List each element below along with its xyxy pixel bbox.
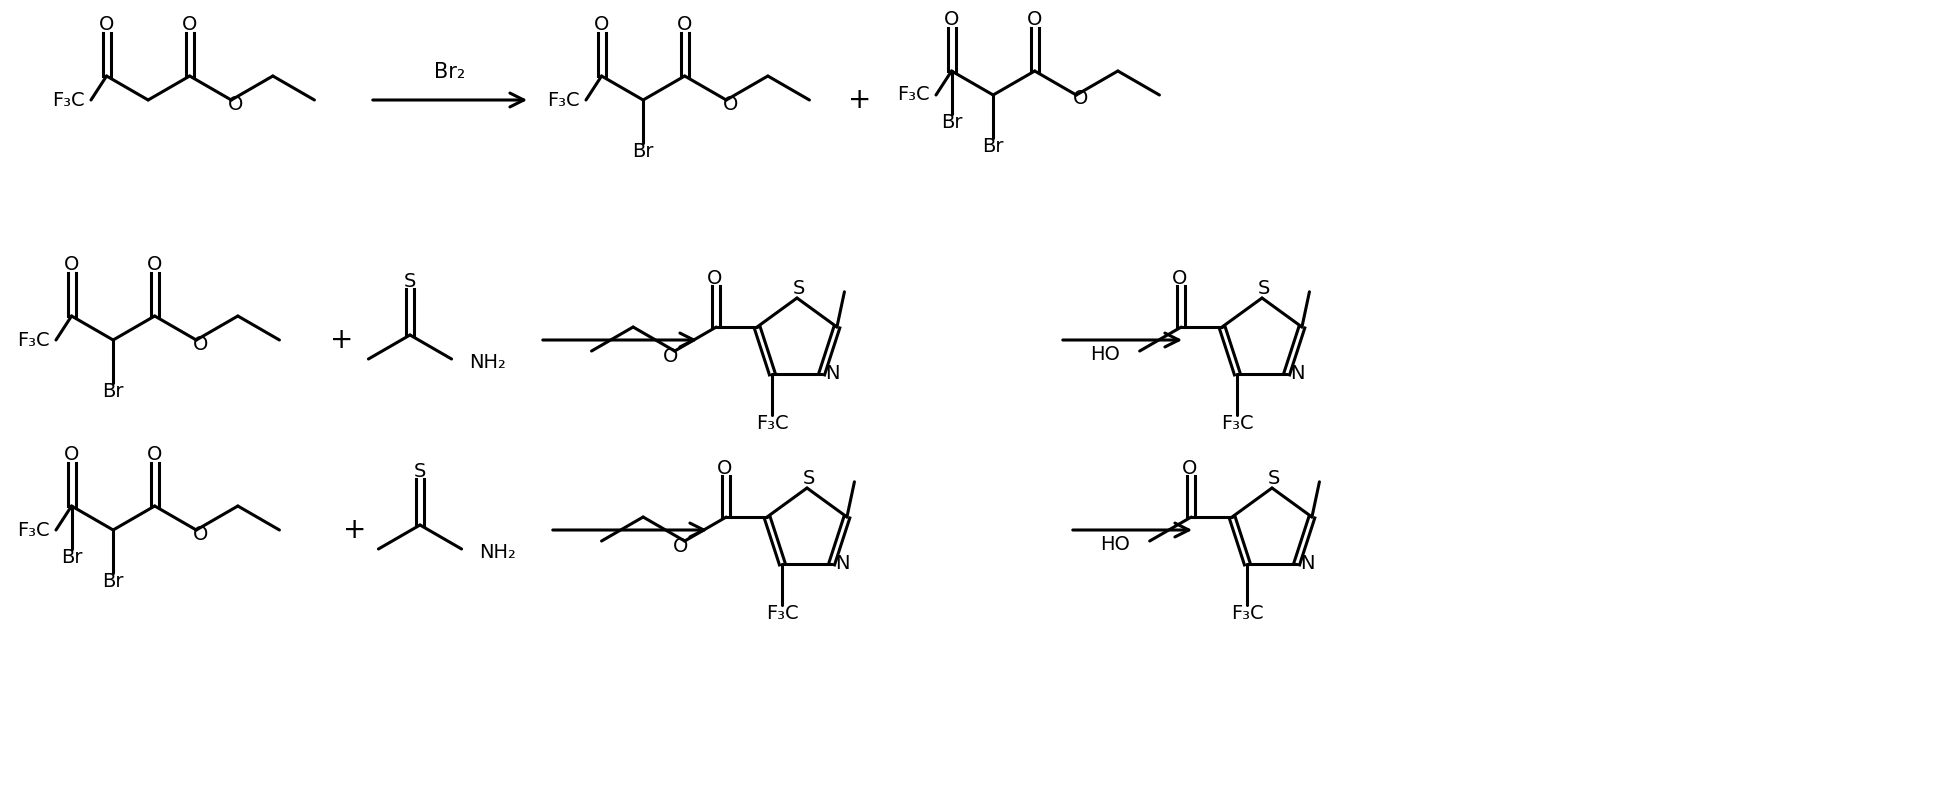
- Text: O: O: [64, 256, 80, 274]
- Text: O: O: [722, 94, 738, 114]
- Text: Br: Br: [61, 548, 82, 567]
- Text: S: S: [414, 462, 426, 481]
- Text: O: O: [228, 94, 242, 114]
- Text: O: O: [1171, 268, 1187, 288]
- Text: +: +: [344, 516, 367, 544]
- Text: HO: HO: [1099, 534, 1130, 554]
- Text: F₃C: F₃C: [18, 521, 49, 539]
- Text: N: N: [1300, 555, 1316, 574]
- Text: Br: Br: [102, 571, 123, 591]
- Text: O: O: [945, 10, 958, 29]
- Text: F₃C: F₃C: [755, 414, 789, 434]
- Text: Br: Br: [941, 113, 962, 131]
- Text: O: O: [64, 445, 80, 464]
- Text: N: N: [826, 364, 839, 384]
- Text: O: O: [677, 15, 693, 35]
- Text: HO: HO: [1089, 344, 1120, 364]
- Text: O: O: [716, 459, 732, 478]
- Text: Br: Br: [982, 137, 1003, 156]
- Text: F₃C: F₃C: [1222, 414, 1253, 434]
- Text: N: N: [835, 555, 849, 574]
- Text: S: S: [802, 470, 816, 488]
- Text: Br: Br: [102, 382, 123, 401]
- Text: F₃C: F₃C: [18, 330, 49, 350]
- Text: O: O: [593, 15, 609, 35]
- Text: S: S: [1267, 470, 1281, 488]
- Text: O: O: [146, 256, 162, 274]
- Text: NH₂: NH₂: [480, 542, 517, 562]
- Text: O: O: [1027, 10, 1042, 29]
- Text: O: O: [193, 525, 209, 543]
- Text: O: O: [707, 268, 722, 288]
- Text: NH₂: NH₂: [470, 352, 506, 372]
- Text: F₃C: F₃C: [51, 90, 84, 110]
- Text: S: S: [404, 272, 416, 291]
- Text: F₃C: F₃C: [547, 90, 580, 110]
- Text: O: O: [673, 537, 689, 555]
- Text: O: O: [1181, 459, 1197, 478]
- Text: +: +: [849, 86, 873, 114]
- Text: O: O: [146, 445, 162, 464]
- Text: Br₂: Br₂: [433, 62, 467, 82]
- Text: O: O: [193, 334, 209, 354]
- Text: O: O: [182, 15, 197, 35]
- Text: O: O: [1072, 89, 1087, 109]
- Text: F₃C: F₃C: [1232, 604, 1263, 623]
- Text: Br: Br: [632, 142, 654, 160]
- Text: S: S: [793, 280, 804, 298]
- Text: F₃C: F₃C: [765, 604, 798, 623]
- Text: S: S: [1257, 280, 1271, 298]
- Text: O: O: [664, 347, 679, 366]
- Text: N: N: [1290, 364, 1306, 384]
- Text: +: +: [330, 326, 353, 354]
- Text: F₃C: F₃C: [896, 85, 929, 105]
- Text: O: O: [100, 15, 115, 35]
